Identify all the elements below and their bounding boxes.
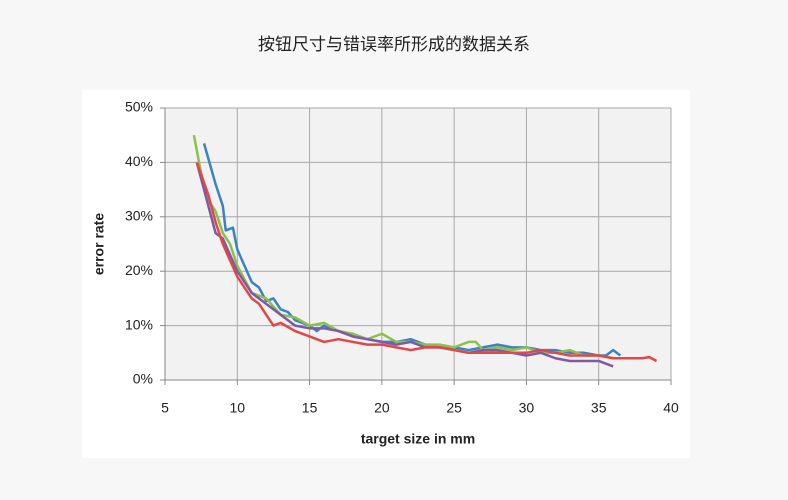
x-tick-label: 10 <box>229 400 245 416</box>
x-tick-label: 20 <box>374 400 390 416</box>
y-axis-label: error rate <box>91 213 107 275</box>
y-tick-label: 50% <box>125 99 153 115</box>
x-tick-label: 40 <box>663 400 679 416</box>
y-tick-label: 10% <box>125 316 153 332</box>
x-axis-label: target size in mm <box>361 431 475 447</box>
series-line <box>195 162 614 368</box>
plot-area <box>165 108 671 380</box>
y-tick-label: 30% <box>125 208 153 224</box>
chart-title: 按钮尺寸与错误率所形成的数据关系 <box>258 35 530 55</box>
x-tick-label: 15 <box>302 400 318 416</box>
x-tick-label: 25 <box>446 400 462 416</box>
x-tick-label: 35 <box>591 400 607 416</box>
y-tick-label: 40% <box>125 153 153 169</box>
x-tick-label: 5 <box>161 400 169 416</box>
series-line <box>195 161 658 363</box>
x-tick-label: 30 <box>519 400 535 416</box>
series-line <box>192 134 614 360</box>
y-tick-label: 20% <box>125 262 153 278</box>
y-tick-label: 0% <box>133 371 153 387</box>
